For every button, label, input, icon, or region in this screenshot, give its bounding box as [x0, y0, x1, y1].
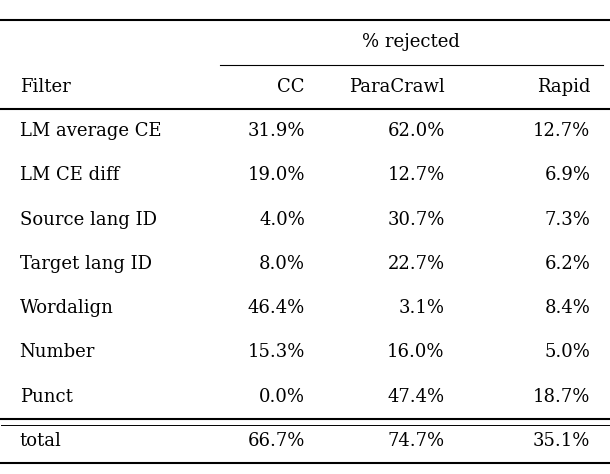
- Text: Filter: Filter: [20, 78, 70, 96]
- Text: 5.0%: 5.0%: [545, 344, 590, 362]
- Text: Target lang ID: Target lang ID: [20, 255, 152, 273]
- Text: % rejected: % rejected: [362, 33, 460, 51]
- Text: 30.7%: 30.7%: [387, 210, 445, 228]
- Text: total: total: [20, 432, 62, 450]
- Text: ParaCrawl: ParaCrawl: [349, 78, 445, 96]
- Text: 62.0%: 62.0%: [387, 122, 445, 140]
- Text: 6.9%: 6.9%: [544, 166, 590, 184]
- Text: 8.0%: 8.0%: [259, 255, 305, 273]
- Text: 18.7%: 18.7%: [533, 388, 590, 406]
- Text: 66.7%: 66.7%: [248, 432, 305, 450]
- Text: Punct: Punct: [20, 388, 73, 406]
- Text: 3.1%: 3.1%: [399, 299, 445, 317]
- Text: 8.4%: 8.4%: [545, 299, 590, 317]
- Text: 74.7%: 74.7%: [387, 432, 445, 450]
- Text: 4.0%: 4.0%: [259, 210, 305, 228]
- Text: 6.2%: 6.2%: [545, 255, 590, 273]
- Text: 0.0%: 0.0%: [259, 388, 305, 406]
- Text: 7.3%: 7.3%: [545, 210, 590, 228]
- Text: Number: Number: [20, 344, 95, 362]
- Text: Rapid: Rapid: [537, 78, 590, 96]
- Text: LM CE diff: LM CE diff: [20, 166, 119, 184]
- Text: LM average CE: LM average CE: [20, 122, 161, 140]
- Text: CC: CC: [278, 78, 305, 96]
- Text: 16.0%: 16.0%: [387, 344, 445, 362]
- Text: 35.1%: 35.1%: [533, 432, 590, 450]
- Text: 12.7%: 12.7%: [533, 122, 590, 140]
- Text: Source lang ID: Source lang ID: [20, 210, 157, 228]
- Text: 12.7%: 12.7%: [387, 166, 445, 184]
- Text: 46.4%: 46.4%: [248, 299, 305, 317]
- Text: 19.0%: 19.0%: [248, 166, 305, 184]
- Text: 22.7%: 22.7%: [387, 255, 445, 273]
- Text: 47.4%: 47.4%: [387, 388, 445, 406]
- Text: Wordalign: Wordalign: [20, 299, 113, 317]
- Text: 31.9%: 31.9%: [248, 122, 305, 140]
- Text: 15.3%: 15.3%: [248, 344, 305, 362]
